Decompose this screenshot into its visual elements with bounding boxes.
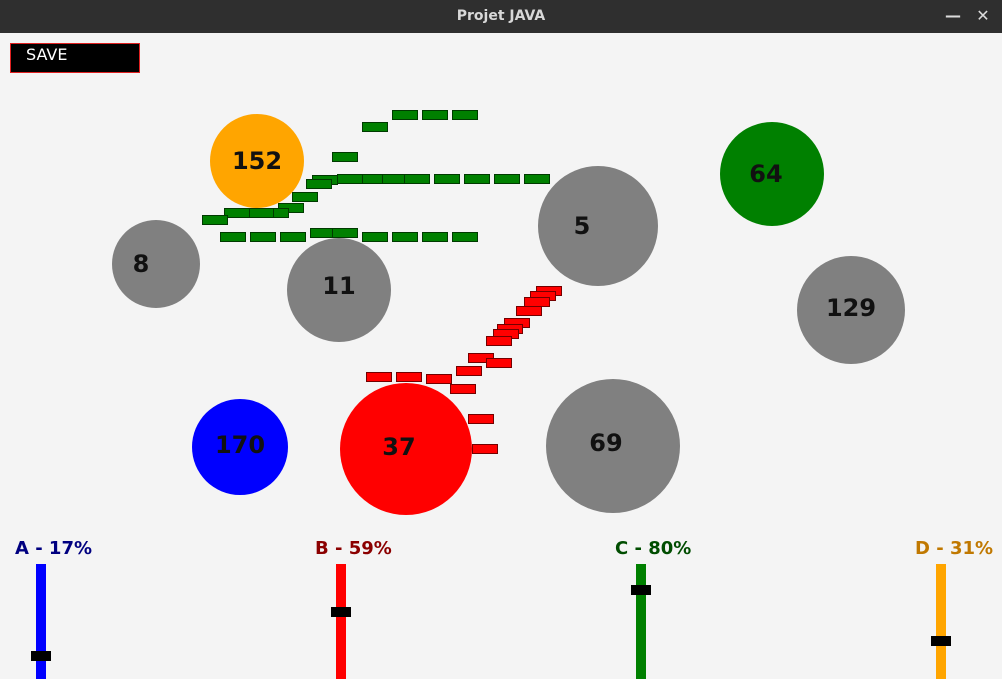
green-unit [404,174,430,184]
green-unit [292,192,318,202]
planet-value: 69 [589,429,623,457]
red-unit [366,372,392,382]
window-title: Projet JAVA [456,8,546,24]
green-unit [332,152,358,162]
planet-node[interactable]: 11 [287,238,391,342]
green-unit [434,174,460,184]
save-button[interactable]: SAVE [10,43,140,73]
planet-value: 129 [825,294,877,322]
player-b-label: B - 59% [315,538,392,559]
green-unit [524,174,550,184]
planet-value: 8 [132,250,150,278]
player-a-slider-thumb[interactable] [31,651,51,662]
player-b-slider-thumb[interactable] [331,607,351,618]
red-unit [450,384,476,394]
planet-value: 5 [573,212,591,240]
window-titlebar: Projet JAVA — ✕ [0,0,1002,33]
green-unit [280,232,306,242]
green-unit [337,174,363,184]
red-unit [456,366,482,376]
planet-node[interactable]: 37 [340,383,472,515]
player-b-slider-track[interactable] [336,564,346,679]
red-unit [468,414,494,424]
green-unit [362,232,388,242]
player-a-label: A - 17% [15,538,93,559]
green-unit [250,232,276,242]
green-unit [306,179,332,189]
minimize-button[interactable]: — [945,6,961,25]
planet-node[interactable]: 69 [546,379,680,513]
green-unit [202,215,228,225]
red-unit [516,306,542,316]
red-unit [486,336,512,346]
player-d-slider-thumb[interactable] [931,636,951,647]
green-unit [464,174,490,184]
player-d-label: D - 31% [915,538,994,559]
player-c-label: C - 80% [615,538,692,559]
player-c-slider-track[interactable] [636,564,646,679]
planet-node[interactable]: 8 [112,220,200,308]
planet-node[interactable]: 64 [720,122,824,226]
player-a-slider-track[interactable] [36,564,46,679]
planet-value: 64 [749,160,783,188]
green-unit [422,110,448,120]
player-c-slider-thumb[interactable] [631,585,651,595]
green-unit [494,174,520,184]
close-button[interactable]: ✕ [976,6,990,25]
green-unit [452,110,478,120]
planet-node[interactable]: 129 [797,256,905,364]
red-unit [486,358,512,368]
planet-node[interactable]: 170 [192,399,288,495]
green-unit [248,208,274,218]
red-unit [426,374,452,384]
planet-node[interactable]: 5 [538,166,658,286]
player-d-slider-track[interactable] [936,564,946,679]
planet-value: 170 [214,431,266,459]
planet-value: 152 [231,147,283,175]
green-unit [452,232,478,242]
green-unit [422,232,448,242]
green-unit [362,122,388,132]
planet-value: 11 [322,272,356,300]
red-unit [472,444,498,454]
green-unit [220,232,246,242]
green-unit [392,232,418,242]
planet-value: 37 [382,433,416,461]
green-unit [332,228,358,238]
red-unit [396,372,422,382]
green-unit [224,208,250,218]
green-unit [392,110,418,120]
planet-node[interactable]: 152 [210,114,304,208]
